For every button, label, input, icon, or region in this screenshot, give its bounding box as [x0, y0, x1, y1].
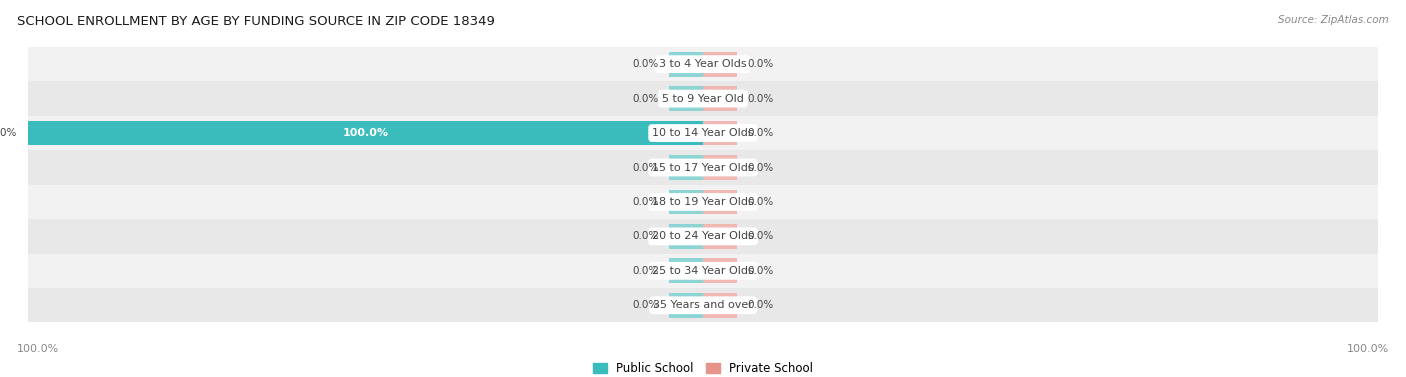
Text: 10 to 14 Year Olds: 10 to 14 Year Olds: [652, 128, 754, 138]
Text: 0.0%: 0.0%: [633, 300, 659, 310]
Bar: [703, 259, 737, 283]
Bar: [703, 86, 737, 111]
Text: 0.0%: 0.0%: [747, 128, 773, 138]
Bar: [28, 185, 1378, 219]
Bar: [669, 190, 703, 215]
Bar: [703, 52, 737, 77]
Text: 3 to 4 Year Olds: 3 to 4 Year Olds: [659, 59, 747, 69]
Text: 0.0%: 0.0%: [633, 93, 659, 104]
Bar: [669, 155, 703, 180]
Text: 0.0%: 0.0%: [747, 162, 773, 173]
Bar: [28, 121, 703, 146]
Bar: [28, 116, 1378, 150]
Legend: Public School, Private School: Public School, Private School: [588, 357, 818, 377]
Text: 0.0%: 0.0%: [747, 231, 773, 241]
Bar: [703, 224, 737, 249]
Bar: [703, 121, 737, 146]
Bar: [669, 86, 703, 111]
Text: 0.0%: 0.0%: [633, 162, 659, 173]
Text: 0.0%: 0.0%: [747, 197, 773, 207]
Text: 0.0%: 0.0%: [747, 59, 773, 69]
Text: 100.0%: 100.0%: [1347, 344, 1389, 354]
Text: 5 to 9 Year Old: 5 to 9 Year Old: [662, 93, 744, 104]
Bar: [28, 81, 1378, 116]
Text: 15 to 17 Year Olds: 15 to 17 Year Olds: [652, 162, 754, 173]
Text: 0.0%: 0.0%: [747, 266, 773, 276]
Text: 0.0%: 0.0%: [633, 266, 659, 276]
Text: 100.0%: 100.0%: [17, 344, 59, 354]
Text: 18 to 19 Year Olds: 18 to 19 Year Olds: [652, 197, 754, 207]
Text: SCHOOL ENROLLMENT BY AGE BY FUNDING SOURCE IN ZIP CODE 18349: SCHOOL ENROLLMENT BY AGE BY FUNDING SOUR…: [17, 15, 495, 28]
Text: 0.0%: 0.0%: [747, 300, 773, 310]
Text: 25 to 34 Year Olds: 25 to 34 Year Olds: [652, 266, 754, 276]
Text: 20 to 24 Year Olds: 20 to 24 Year Olds: [652, 231, 754, 241]
Text: 100.0%: 100.0%: [342, 128, 388, 138]
Text: 35 Years and over: 35 Years and over: [652, 300, 754, 310]
Bar: [669, 293, 703, 318]
Bar: [703, 293, 737, 318]
Bar: [28, 150, 1378, 185]
Text: 0.0%: 0.0%: [747, 93, 773, 104]
Bar: [28, 288, 1378, 322]
Bar: [28, 254, 1378, 288]
Bar: [669, 224, 703, 249]
Bar: [669, 259, 703, 283]
Bar: [28, 219, 1378, 254]
Bar: [703, 190, 737, 215]
Text: 0.0%: 0.0%: [633, 231, 659, 241]
Bar: [28, 47, 1378, 81]
Text: 100.0%: 100.0%: [0, 128, 17, 138]
Text: Source: ZipAtlas.com: Source: ZipAtlas.com: [1278, 15, 1389, 25]
Text: 0.0%: 0.0%: [633, 197, 659, 207]
Text: 0.0%: 0.0%: [633, 59, 659, 69]
Bar: [703, 155, 737, 180]
Bar: [669, 52, 703, 77]
